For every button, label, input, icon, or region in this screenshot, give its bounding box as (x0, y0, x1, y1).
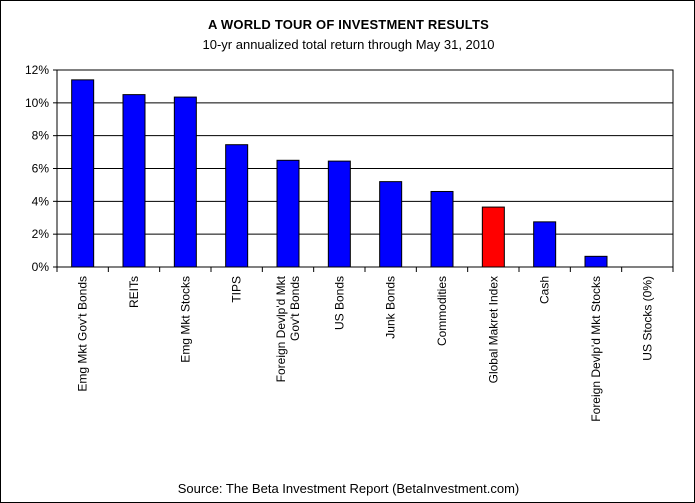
x-tick-label: Foreign Devlp'd Mkt Stocks (589, 276, 603, 422)
bar-chart: 0% 2% 4% 6% 8% 10% 12% Emg Mkt Gov't Bonds REIT… (25, 63, 674, 422)
axes (53, 69, 674, 272)
bar (379, 181, 403, 268)
x-tick-label-line: Emg Mkt Gov't Bonds (76, 276, 90, 392)
x-tick-label: Emg Mkt Gov't Bonds (76, 276, 90, 392)
x-tick-label-line: Global Makret Index (486, 276, 500, 383)
x-tick-label: Commodities (435, 276, 449, 346)
y-tick-label: 2% (32, 227, 50, 241)
x-tick-label: Global Makret Index (486, 276, 500, 383)
y-tick-label: 8% (32, 129, 50, 143)
x-tick-label: Cash (538, 276, 552, 304)
x-tick-labels: Emg Mkt Gov't Bonds REITs Emg Mkt Stocks TI… (76, 275, 655, 421)
x-tick-label-line: Cash (538, 276, 552, 304)
y-tick-label: 10% (25, 96, 49, 110)
y-tick-label: 0% (32, 260, 50, 274)
x-tick-label: TIPS (230, 276, 244, 303)
bar (173, 96, 197, 268)
y-tick-label: 4% (32, 194, 50, 208)
x-tick-label-line: US Bonds (332, 276, 346, 330)
bar (533, 221, 557, 268)
x-tick-label-line: TIPS (230, 276, 244, 303)
chart-subtitle: 10-yr annualized total return through Ma… (202, 37, 495, 52)
x-tick-label: REITs (127, 276, 141, 308)
bars (71, 79, 608, 268)
y-tick-label: 6% (32, 162, 50, 176)
x-tick-label-line: Foreign Devlp'd Mkt Stocks (589, 276, 603, 422)
x-tick-label: Emg Mkt Stocks (178, 276, 192, 363)
bar (276, 159, 300, 268)
x-tick-label: US Stocks (0%) (640, 276, 654, 361)
x-tick-label-line: Gov't Bonds (288, 276, 302, 341)
bar (225, 144, 249, 268)
x-tick-label-line: REITs (127, 276, 141, 308)
bar (430, 190, 454, 268)
x-tick-label: US Bonds (332, 276, 346, 330)
x-tick-label-line: Junk Bonds (384, 276, 398, 339)
chart-title: A WORLD TOUR OF INVESTMENT RESULTS (208, 17, 489, 32)
chart-source: Source: The Beta Investment Report (Beta… (177, 481, 520, 496)
x-tick-label-line: Emg Mkt Stocks (178, 276, 192, 363)
x-tick-label: Foreign Devlp'd Mkt Gov't Bonds (274, 275, 302, 382)
bar (122, 94, 146, 268)
bar (71, 79, 95, 268)
x-tick-label-line: Commodities (435, 276, 449, 346)
y-tick-label: 12% (25, 63, 49, 77)
x-tick-label-line: US Stocks (0%) (640, 276, 654, 361)
bar (481, 206, 505, 268)
x-tick-label-line: Foreign Devlp'd Mkt (274, 275, 288, 382)
gridlines (57, 69, 673, 235)
bar (327, 160, 351, 268)
bar (584, 255, 608, 268)
y-tick-labels: 0% 2% 4% 6% 8% 10% 12% (25, 63, 49, 274)
x-tick-label: Junk Bonds (384, 276, 398, 339)
